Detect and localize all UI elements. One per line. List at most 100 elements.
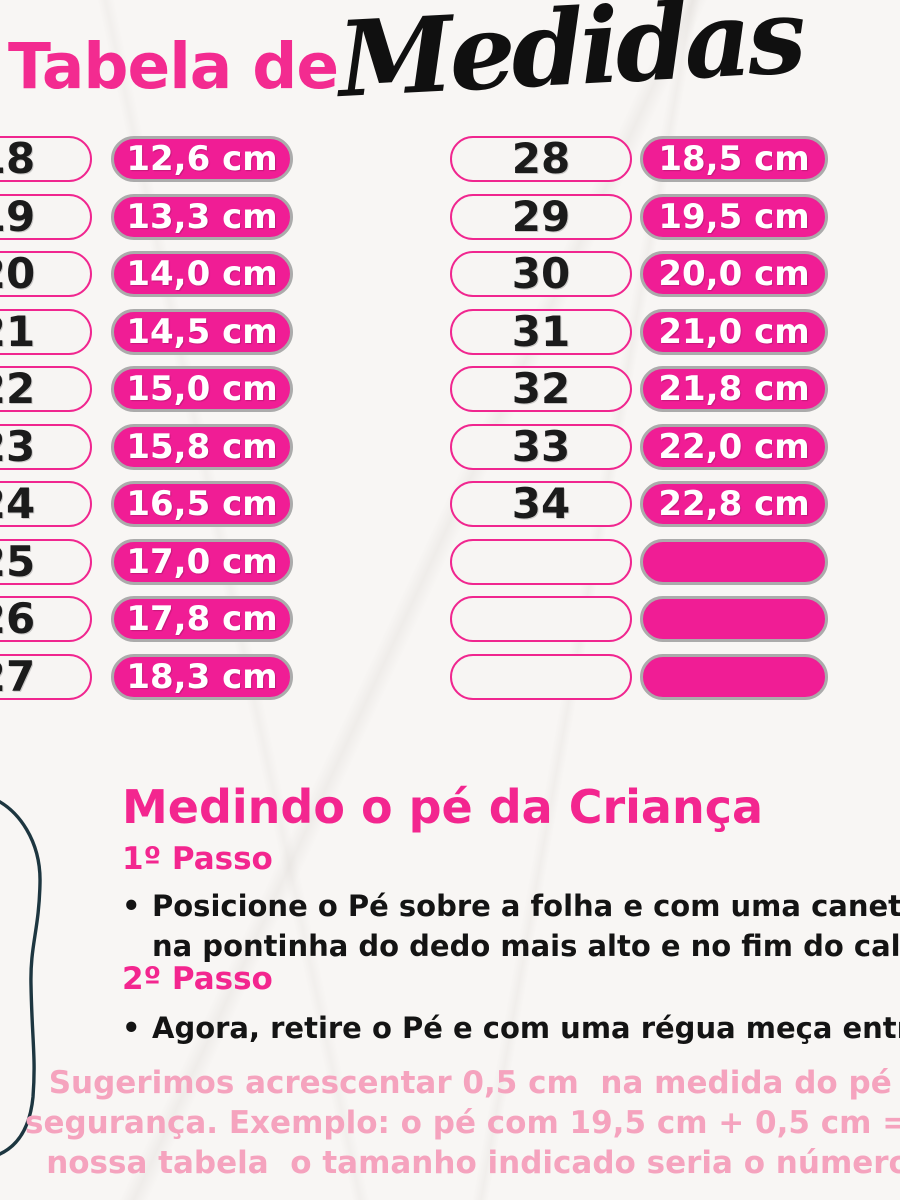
step1-label: 1º Passo bbox=[122, 841, 273, 877]
step1-bullet: • Posicione o Pé sobre a folha e com uma… bbox=[122, 886, 900, 966]
measurement-pill: 14,0 cm bbox=[111, 251, 293, 297]
measurement-value: 14,0 cm bbox=[126, 254, 278, 294]
size-pill bbox=[450, 596, 632, 642]
measurement-pill: 19,5 cm bbox=[640, 193, 828, 240]
measurement-value: 17,0 cm bbox=[126, 541, 278, 582]
size-pill: 26 bbox=[0, 596, 92, 642]
size-row: 29 19,5 cm bbox=[450, 191, 828, 241]
size-row: 30 20,0 cm bbox=[450, 251, 828, 297]
size-pill: 21 bbox=[0, 306, 92, 356]
foot-outline-drawing bbox=[0, 800, 42, 1156]
measurement-value: 16,5 cm bbox=[126, 484, 278, 524]
measurement-value: 18,5 cm bbox=[658, 139, 810, 179]
size-pill bbox=[450, 653, 632, 700]
size-value: 21 bbox=[0, 306, 36, 356]
step2-text-line1: Agora, retire o Pé e com uma régua meça … bbox=[152, 1011, 900, 1045]
note-line1: Sugerimos acrescentar 0,5 cm na medida d… bbox=[48, 1065, 900, 1101]
sizing-suggestion-note: Sugerimos acrescentar 0,5 cm na medida d… bbox=[25, 1063, 900, 1183]
bullet-icon: • bbox=[122, 889, 141, 923]
size-pill: 23 bbox=[0, 421, 92, 471]
size-value: 24 bbox=[0, 479, 36, 528]
measurement-value: 17,8 cm bbox=[126, 599, 278, 639]
size-pill: 33 bbox=[450, 421, 632, 471]
measurement-value: 12,6 cm bbox=[126, 139, 278, 179]
size-row: 33 22,0 cm bbox=[450, 421, 828, 471]
measurement-value: 22,0 cm bbox=[658, 426, 810, 467]
step2-label: 2º Passo bbox=[122, 961, 273, 997]
measurement-value: 22,8 cm bbox=[658, 484, 810, 524]
measurement-pill: 13,3 cm bbox=[111, 193, 293, 240]
size-pill: 22 bbox=[0, 366, 92, 412]
size-value: 18 bbox=[0, 134, 36, 183]
measurement-pill bbox=[640, 538, 828, 585]
size-pill: 18 bbox=[0, 136, 92, 182]
size-value: 32 bbox=[511, 364, 571, 413]
size-row bbox=[450, 538, 828, 585]
measurement-value: 15,0 cm bbox=[126, 369, 278, 409]
size-row: 34 22,8 cm bbox=[450, 481, 828, 527]
step1-text-line2: na pontinha do dedo mais alto e no fim d… bbox=[152, 929, 900, 963]
bullet-icon: • bbox=[122, 1011, 141, 1045]
size-value: 30 bbox=[511, 249, 571, 298]
measurement-pill: 15,0 cm bbox=[111, 366, 293, 412]
measurement-pill: 21,8 cm bbox=[640, 366, 828, 412]
size-value: 33 bbox=[511, 421, 571, 471]
size-pill: 34 bbox=[450, 481, 632, 527]
size-table-left-column: 18 12,6 cm 19 13,3 cm 20 14,0 cm 21 14,5… bbox=[0, 136, 293, 700]
measurement-value: 15,8 cm bbox=[126, 426, 278, 467]
measurement-pill bbox=[640, 596, 828, 642]
size-pill bbox=[450, 538, 632, 585]
measurement-pill: 21,0 cm bbox=[640, 308, 828, 355]
size-value: 22 bbox=[0, 364, 36, 413]
size-row: 26 17,8 cm bbox=[0, 596, 293, 642]
measurement-pill: 17,8 cm bbox=[111, 596, 293, 642]
page-title: Tabela de bbox=[8, 30, 339, 103]
instructions-heading: Medindo o pé da Criança bbox=[122, 780, 764, 834]
measurement-value: 21,0 cm bbox=[658, 311, 810, 352]
size-pill: 30 bbox=[450, 251, 632, 297]
size-pill: 27 bbox=[0, 651, 92, 701]
size-row: 25 17,0 cm bbox=[0, 538, 293, 585]
size-value: 23 bbox=[0, 421, 36, 471]
note-line3: nossa tabela o tamanho indicado seria o … bbox=[46, 1145, 900, 1181]
step1-text-line1: Posicione o Pé sobre a folha e com uma c… bbox=[152, 889, 900, 923]
measurement-pill: 22,0 cm bbox=[640, 423, 828, 470]
measurement-pill: 22,8 cm bbox=[640, 481, 828, 527]
size-row: 27 18,3 cm bbox=[0, 651, 293, 701]
page-title-script: Medidas bbox=[335, 0, 806, 122]
size-row: 32 21,8 cm bbox=[450, 366, 828, 412]
measurement-value: 21,8 cm bbox=[658, 369, 810, 409]
size-row: 28 18,5 cm bbox=[450, 136, 828, 182]
measurement-pill: 16,5 cm bbox=[111, 481, 293, 527]
size-pill: 32 bbox=[450, 366, 632, 412]
measurement-pill: 12,6 cm bbox=[111, 136, 293, 182]
size-value: 31 bbox=[511, 306, 571, 356]
size-row: 23 15,8 cm bbox=[0, 421, 293, 471]
measurement-pill bbox=[640, 653, 828, 700]
size-row: 22 15,0 cm bbox=[0, 366, 293, 412]
size-row: 18 12,6 cm bbox=[0, 136, 293, 182]
note-line2: segurança. Exemplo: o pé com 19,5 cm + 0… bbox=[25, 1105, 900, 1141]
size-row: 21 14,5 cm bbox=[0, 306, 293, 356]
size-value: 27 bbox=[0, 651, 36, 701]
size-pill: 24 bbox=[0, 481, 92, 527]
measurement-value: 13,3 cm bbox=[126, 196, 278, 237]
size-value: 19 bbox=[0, 191, 36, 241]
measurement-value: 20,0 cm bbox=[658, 254, 810, 294]
size-row: 19 13,3 cm bbox=[0, 191, 293, 241]
measurement-pill: 15,8 cm bbox=[111, 423, 293, 470]
size-value: 29 bbox=[511, 191, 571, 241]
size-row: 24 16,5 cm bbox=[0, 481, 293, 527]
size-value: 26 bbox=[0, 594, 36, 643]
size-value: 20 bbox=[0, 249, 36, 298]
size-row bbox=[450, 653, 828, 700]
size-pill: 31 bbox=[450, 306, 632, 356]
step2-bullet: • Agora, retire o Pé e com uma régua meç… bbox=[122, 1008, 900, 1048]
size-row: 31 21,0 cm bbox=[450, 306, 828, 356]
measurement-pill: 17,0 cm bbox=[111, 538, 293, 585]
measurement-pill: 14,5 cm bbox=[111, 308, 293, 355]
measurement-pill: 18,5 cm bbox=[640, 136, 828, 182]
size-pill: 29 bbox=[450, 191, 632, 241]
measurement-value: 18,3 cm bbox=[126, 656, 278, 697]
